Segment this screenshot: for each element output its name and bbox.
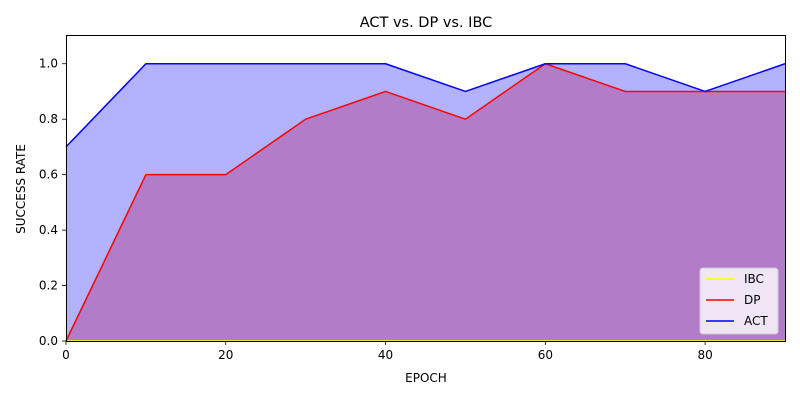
x-tick-label: 80	[697, 348, 712, 362]
y-tick-label: 0.8	[39, 112, 58, 126]
legend: IBC DP ACT	[699, 267, 779, 335]
area-fill-dp	[66, 63, 785, 341]
area-fills	[66, 63, 785, 341]
x-tick-label: 0	[62, 348, 70, 362]
legend-entries: IBC DP ACT	[706, 272, 768, 328]
y-tick-label: 0.6	[39, 168, 58, 182]
y-tick-label: 0.0	[39, 334, 58, 348]
y-axis-label: SUCCESS RATE	[14, 144, 28, 234]
y-tick-label: 1.0	[39, 57, 58, 71]
y-tick-label: 0.2	[39, 279, 58, 293]
series-line-dp	[65, 62, 785, 342]
x-tick-label: 20	[218, 348, 233, 362]
y-tick-label: 0.4	[39, 223, 58, 237]
legend-label-ibc: IBC	[744, 272, 764, 286]
legend-label-act: ACT	[744, 314, 768, 328]
plot-frame	[66, 35, 786, 342]
x-tick-label: 60	[538, 348, 553, 362]
area-fill-act	[66, 63, 785, 341]
y-axis-ticks: 0.0 0.2 0.4 0.6 0.8 1.0	[39, 57, 66, 348]
chart-title: ACT vs. DP vs. IBC	[360, 15, 493, 31]
legend-label-dp: DP	[744, 293, 760, 307]
x-axis-ticks: 0 20 40 60 80	[62, 341, 713, 362]
x-tick-label: 40	[378, 348, 393, 362]
series-line-act	[65, 62, 786, 148]
x-axis-label: EPOCH	[405, 371, 447, 385]
legend-box	[699, 267, 779, 335]
